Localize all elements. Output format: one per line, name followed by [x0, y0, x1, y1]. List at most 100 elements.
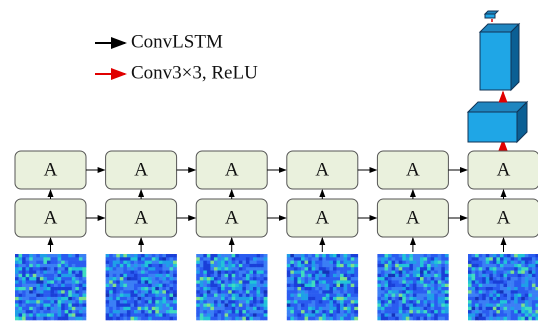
- heatmap-pixel: [521, 261, 525, 265]
- heatmap-pixel: [138, 304, 142, 308]
- heatmap-pixel: [22, 254, 26, 258]
- heatmap-pixel: [402, 261, 406, 265]
- heatmap-pixel: [264, 313, 268, 317]
- heatmap-pixel: [145, 271, 149, 275]
- heatmap-pixel: [173, 317, 177, 321]
- heatmap-pixel: [532, 267, 536, 271]
- heatmap-pixel: [482, 307, 486, 311]
- heatmap-pixel: [47, 307, 51, 311]
- heatmap-pixel: [218, 290, 222, 294]
- heatmap-pixel: [402, 267, 406, 271]
- heatmap-pixel: [377, 280, 381, 284]
- heatmap-pixel: [249, 280, 253, 284]
- heatmap-pixel: [239, 274, 243, 278]
- heatmap-pixel: [36, 280, 40, 284]
- heatmap-pixel: [354, 264, 358, 268]
- heatmap-pixel: [242, 284, 246, 288]
- heatmap-pixel: [106, 287, 110, 291]
- heatmap-pixel: [65, 290, 69, 294]
- heatmap-pixel: [138, 294, 142, 298]
- heatmap-pixel: [329, 307, 333, 311]
- heatmap-pixel: [287, 274, 291, 278]
- heatmap-pixel: [388, 297, 392, 301]
- heatmap-pixel: [29, 280, 33, 284]
- heatmap-pixel: [392, 300, 396, 304]
- heatmap-pixel: [340, 271, 344, 275]
- heatmap-pixel: [441, 261, 445, 265]
- heatmap-pixel: [54, 294, 58, 298]
- heatmap-pixel: [337, 310, 341, 314]
- heatmap-pixel: [305, 300, 309, 304]
- heatmap-pixel: [434, 280, 438, 284]
- heatmap-pixel: [58, 267, 62, 271]
- heatmap-pixel: [19, 261, 23, 265]
- heatmap-pixel: [528, 271, 532, 275]
- heatmap-pixel: [40, 257, 44, 261]
- heatmap-pixel: [294, 297, 298, 301]
- heatmap-pixel: [242, 280, 246, 284]
- heatmap-pixel: [416, 304, 420, 308]
- heatmap-pixel: [347, 313, 351, 317]
- heatmap-pixel: [239, 284, 243, 288]
- heatmap-pixel: [344, 294, 348, 298]
- heatmap-pixel: [138, 290, 142, 294]
- heatmap-pixel: [475, 271, 479, 275]
- heatmap-pixel: [109, 277, 113, 281]
- heatmap-pixel: [29, 257, 33, 261]
- heatmap-pixel: [203, 254, 207, 258]
- heatmap-pixel: [424, 313, 428, 317]
- heatmap-pixel: [500, 297, 504, 301]
- heatmap-pixel: [395, 254, 399, 258]
- heatmap-pixel: [308, 307, 312, 311]
- heatmap-pixel: [141, 277, 145, 281]
- heatmap-pixel: [511, 274, 515, 278]
- heatmap-pixel: [521, 317, 525, 321]
- heatmap-pixel: [511, 261, 515, 265]
- heatmap-pixel: [246, 290, 250, 294]
- heatmap-pixel: [347, 261, 351, 265]
- heatmap-pixel: [424, 317, 428, 321]
- heatmap-pixel: [218, 267, 222, 271]
- heatmap-pixel: [496, 310, 500, 314]
- heatmap-pixel: [242, 310, 246, 314]
- heatmap-pixel: [148, 300, 152, 304]
- heatmap-pixel: [315, 313, 319, 317]
- heatmap-pixel: [257, 317, 261, 321]
- heatmap-pixel: [441, 271, 445, 275]
- heatmap-pixel: [441, 304, 445, 308]
- heatmap-pixel: [40, 310, 44, 314]
- heatmap-pixel: [489, 313, 493, 317]
- heatmap-pixel: [434, 310, 438, 314]
- heatmap-pixel: [214, 317, 218, 321]
- heatmap-pixel: [475, 280, 479, 284]
- heatmap-pixel: [141, 294, 145, 298]
- heatmap-pixel: [518, 297, 522, 301]
- heatmap-pixel: [232, 254, 236, 258]
- heatmap-pixel: [170, 261, 174, 265]
- heatmap-pixel: [51, 294, 55, 298]
- heatmap-pixel: [347, 297, 351, 301]
- heatmap-pixel: [431, 310, 435, 314]
- heatmap-pixel: [305, 290, 309, 294]
- heatmap-pixel: [43, 290, 47, 294]
- heatmap-pixel: [145, 280, 149, 284]
- heatmap-pixel: [232, 304, 236, 308]
- heatmap-pixel: [120, 310, 124, 314]
- heatmap-pixel: [315, 297, 319, 301]
- heatmap-pixel: [500, 257, 504, 261]
- heatmap-pixel: [518, 300, 522, 304]
- heatmap-pixel: [322, 310, 326, 314]
- heatmap-pixel: [47, 257, 51, 261]
- heatmap-pixel: [225, 280, 229, 284]
- heatmap-pixel: [392, 264, 396, 268]
- heatmap-pixel: [43, 287, 47, 291]
- heatmap-pixel: [305, 271, 309, 275]
- heatmap-pixel: [315, 307, 319, 311]
- heatmap-pixel: [51, 271, 55, 275]
- heatmap-pixel: [232, 307, 236, 311]
- heatmap-pixel: [525, 261, 529, 265]
- heatmap-pixel: [290, 280, 294, 284]
- heatmap-pixel: [441, 274, 445, 278]
- heatmap-pixel: [29, 261, 33, 265]
- heatmap-pixel: [260, 294, 264, 298]
